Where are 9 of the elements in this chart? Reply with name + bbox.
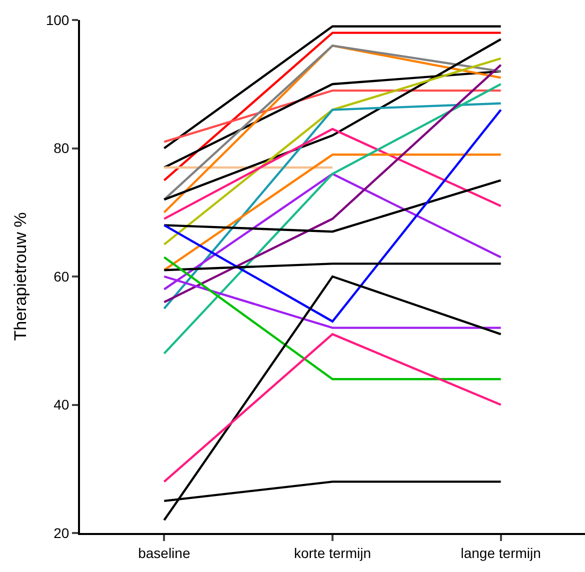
y-tick-label: 80	[54, 140, 70, 156]
x-tick-label: lange termijn	[460, 544, 541, 561]
y-tick-label: 40	[54, 396, 70, 413]
y-tick-label: 60	[54, 268, 70, 284]
y-tick-label: 20	[54, 524, 70, 541]
x-tick-label: korte termijn	[294, 544, 372, 561]
y-axis-title: Therapietrouw %	[10, 212, 30, 341]
x-tick-label: baseline	[138, 544, 190, 561]
y-tick-label: 100	[46, 12, 70, 28]
